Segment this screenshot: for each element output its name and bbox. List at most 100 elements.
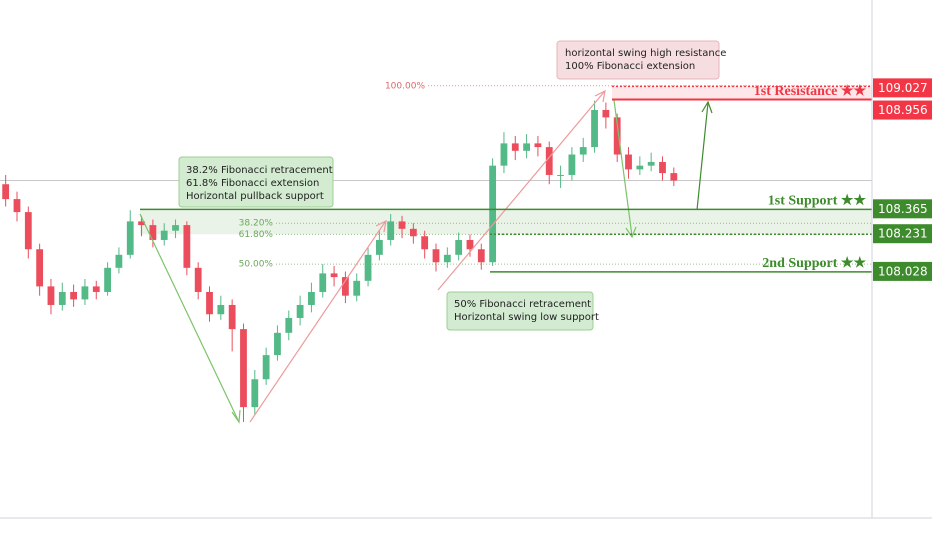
candle-body — [636, 165, 644, 170]
candle-body — [36, 249, 44, 287]
arrow — [437, 91, 605, 291]
level-name: 2nd Support ★★ — [762, 255, 866, 271]
candle-body — [24, 212, 32, 250]
price-label-bg — [873, 261, 932, 281]
candle-body — [670, 173, 678, 181]
level-name: 1st Resistance ★★ — [754, 83, 867, 99]
candle-body — [319, 273, 327, 292]
candle-body — [342, 277, 349, 296]
candle-body — [364, 254, 372, 281]
candle-body — [262, 355, 270, 380]
arrow-head — [625, 226, 637, 239]
price-label-bg — [873, 199, 932, 219]
annotation-text: 38.2% Fibonacci retracement — [186, 165, 333, 176]
candle-body — [489, 165, 497, 263]
annotation-text: Horizontal swing low support — [454, 312, 599, 323]
candle-body — [217, 304, 225, 315]
candle-body — [160, 230, 168, 240]
fib-label: 100.00% — [385, 81, 425, 91]
candle-body — [194, 267, 202, 292]
arrow — [139, 213, 239, 421]
arrow-head — [231, 409, 241, 424]
annotation-box: 50% Fibonacci retracement Horizontal swi… — [446, 291, 599, 331]
candle-body — [375, 239, 383, 255]
price-label: 108.231 — [878, 227, 928, 241]
price-label: 108.956 — [878, 103, 928, 117]
candles — [2, 100, 678, 422]
candle-body — [443, 254, 451, 263]
annotation-bg — [446, 291, 594, 331]
candle-body — [602, 109, 610, 118]
price-label: 109.027 — [878, 81, 928, 95]
fib-label: 50.00% — [239, 260, 274, 270]
candle-body — [421, 236, 429, 250]
candle-body — [591, 109, 598, 148]
candle-body — [115, 254, 123, 268]
candle-body — [398, 221, 406, 229]
candle-body — [579, 147, 587, 155]
candle-body — [296, 304, 304, 318]
axes: 108.956 109.027 108.365 108.231 108.028 — [873, 78, 932, 281]
candle-body — [625, 154, 632, 170]
candle-body — [183, 225, 191, 268]
time-axis — [0, 518, 932, 550]
level-name: 1st Support ★★ — [768, 193, 867, 209]
annotation-bg — [178, 156, 334, 208]
price-label: 108.365 — [878, 202, 928, 216]
candle-body — [545, 147, 553, 175]
candle-body — [534, 143, 542, 148]
candle-body — [557, 174, 564, 176]
candle-body — [330, 273, 338, 278]
arrow — [613, 99, 633, 237]
level-zone — [612, 86, 872, 100]
fib-label: 38.20% — [239, 219, 274, 229]
arrow — [696, 102, 709, 211]
candle-body — [81, 286, 89, 300]
annotation-text: 100% Fibonacci extension — [565, 61, 695, 72]
candle-body — [13, 199, 21, 213]
fib-label: 61.80% — [239, 230, 274, 240]
annotation-box: horizontal swing high resistance 100% Fi… — [556, 40, 726, 80]
candle-body — [511, 143, 519, 151]
candle-body — [92, 286, 100, 292]
zones: 100.00% 38.20%61.80% 50.00% — [0, 81, 872, 270]
candle-body — [353, 280, 361, 296]
arrows — [139, 89, 713, 424]
candle-body — [387, 221, 395, 240]
candle-body — [47, 286, 55, 305]
annotation-text: 61.8% Fibonacci extension — [186, 178, 319, 189]
candle-body — [647, 161, 655, 166]
levels: 1st Resistance ★★ 1st Support ★★ 2nd Suppo… — [140, 83, 872, 273]
candle-body — [149, 225, 157, 240]
candle-body — [477, 249, 485, 263]
candle-body — [455, 239, 463, 255]
arrow-head — [594, 89, 606, 103]
annotation-text: 50% Fibonacci retracement — [454, 299, 591, 310]
candle-body — [70, 291, 78, 300]
annotation-text: Horizontal pullback support — [186, 191, 324, 202]
annotation-box: 38.2% Fibonacci retracement 61.8% Fibona… — [178, 156, 334, 208]
candle-body — [523, 143, 530, 151]
arrow-head — [701, 100, 713, 114]
candle-body — [613, 117, 621, 155]
level-zone — [140, 209, 872, 235]
candle-body — [659, 161, 666, 174]
candle-body — [409, 228, 417, 237]
price-label-bg — [873, 78, 932, 98]
candle-body — [251, 379, 259, 408]
candle-body — [104, 267, 111, 292]
candle-body — [126, 221, 134, 255]
annotation-text: horizontal swing high resistance — [565, 48, 726, 59]
candle-body — [240, 329, 247, 408]
price-label: 108.028 — [878, 264, 928, 278]
price-label-bg — [873, 224, 932, 244]
candle-body — [568, 154, 576, 175]
arrow-head — [375, 219, 387, 233]
candle-body — [466, 239, 474, 250]
candle-body — [500, 143, 508, 166]
candle-body — [2, 184, 10, 200]
candle-body — [274, 332, 281, 356]
candle-body — [285, 317, 293, 333]
candle-body — [172, 225, 179, 231]
